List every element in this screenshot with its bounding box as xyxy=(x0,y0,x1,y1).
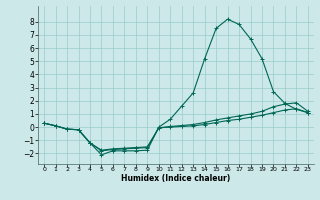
X-axis label: Humidex (Indice chaleur): Humidex (Indice chaleur) xyxy=(121,174,231,183)
